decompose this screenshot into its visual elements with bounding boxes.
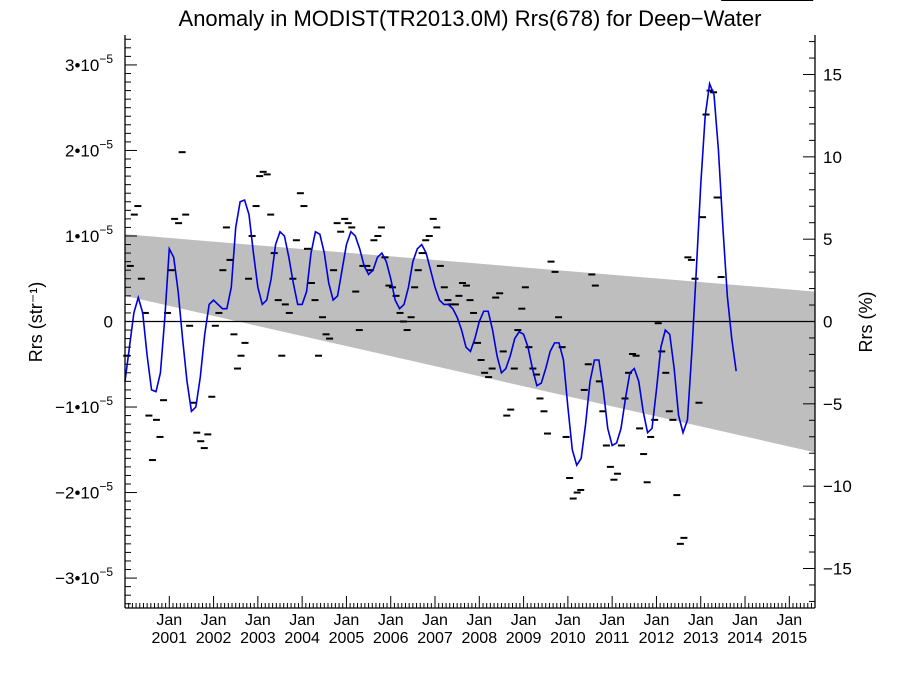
x-tick-label-top: Jan [156, 612, 182, 629]
x-tick-label-bottom: 2008 [462, 630, 498, 647]
right-axis: 15 10 5 0 −5 −10 −15 [803, 41, 852, 602]
x-tick-label-top: Jan [644, 612, 670, 629]
x-tick-label-bottom: 2010 [550, 630, 586, 647]
x-tick-label-bottom: 2004 [284, 630, 320, 647]
left-axis: 3•10−5 2•10−5 1•10−5 0 −1•10−5 −2•10−5 −3•10−5 [55, 38, 137, 605]
left-tick-label: 3•10−5 [65, 52, 113, 75]
x-tick-label-bottom: 2012 [639, 630, 675, 647]
chart-title: Anomaly in MODIST(TR2013.0M) Rrs(678) fo… [179, 6, 762, 31]
x-tick-label-top: Jan [289, 612, 315, 629]
x-tick-label-bottom: 2002 [196, 630, 232, 647]
x-tick-label-top: Jan [378, 612, 404, 629]
right-tick-label: 10 [823, 148, 842, 167]
smoothed-series [124, 80, 737, 468]
x-tick-label-top: Jan [732, 612, 758, 629]
x-tick-label-bottom: 2003 [240, 630, 276, 647]
left-tick-label: −1•10−5 [55, 394, 113, 417]
x-tick-label-top: Jan [511, 612, 537, 629]
x-tick-label-bottom: 2001 [151, 630, 187, 647]
x-tick-label-bottom: 2006 [373, 630, 409, 647]
x-tick-label-top: Jan [688, 612, 714, 629]
x-tick-label-top: Jan [599, 612, 625, 629]
x-tick-label-bottom: 2014 [727, 630, 763, 647]
x-tick-label-bottom: 2009 [506, 630, 542, 647]
x-axis: Jan2001Jan2002Jan2003Jan2004Jan2005Jan20… [124, 596, 812, 647]
series-line [124, 80, 737, 468]
x-tick-label-bottom: 2007 [417, 630, 453, 647]
x-tick-label-bottom: 2013 [683, 630, 719, 647]
x-tick-label-top: Jan [245, 612, 271, 629]
x-tick-label-bottom: 2015 [772, 630, 808, 647]
left-tick-label: 2•10−5 [65, 137, 113, 160]
x-tick-label-bottom: 2011 [595, 630, 630, 647]
left-tick-label: 1•10−5 [65, 223, 113, 246]
right-tick-label: 15 [823, 66, 842, 85]
right-tick-label: −15 [823, 559, 852, 578]
left-tick-label: −3•10−5 [55, 565, 113, 588]
x-tick-label-top: Jan [776, 612, 802, 629]
y-axis-label-right: Rrs (%) [856, 292, 876, 353]
right-tick-label: 0 [823, 313, 832, 332]
band-area [125, 234, 815, 453]
x-tick-label-bottom: 2005 [329, 630, 365, 647]
y-axis-label-left: Rrs (str⁻¹) [26, 282, 46, 362]
left-tick-label: 0 [104, 313, 113, 332]
x-tick-label-top: Jan [334, 612, 360, 629]
x-tick-label-top: Jan [555, 612, 581, 629]
x-tick-label-top: Jan [201, 612, 227, 629]
confidence-band [125, 234, 815, 453]
x-tick-label-top: Jan [422, 612, 448, 629]
x-tick-label-top: Jan [466, 612, 492, 629]
left-tick-label: −2•10−5 [55, 480, 113, 503]
right-tick-label: −10 [823, 477, 852, 496]
right-tick-label: −5 [823, 395, 842, 414]
right-tick-label: 5 [823, 230, 832, 249]
